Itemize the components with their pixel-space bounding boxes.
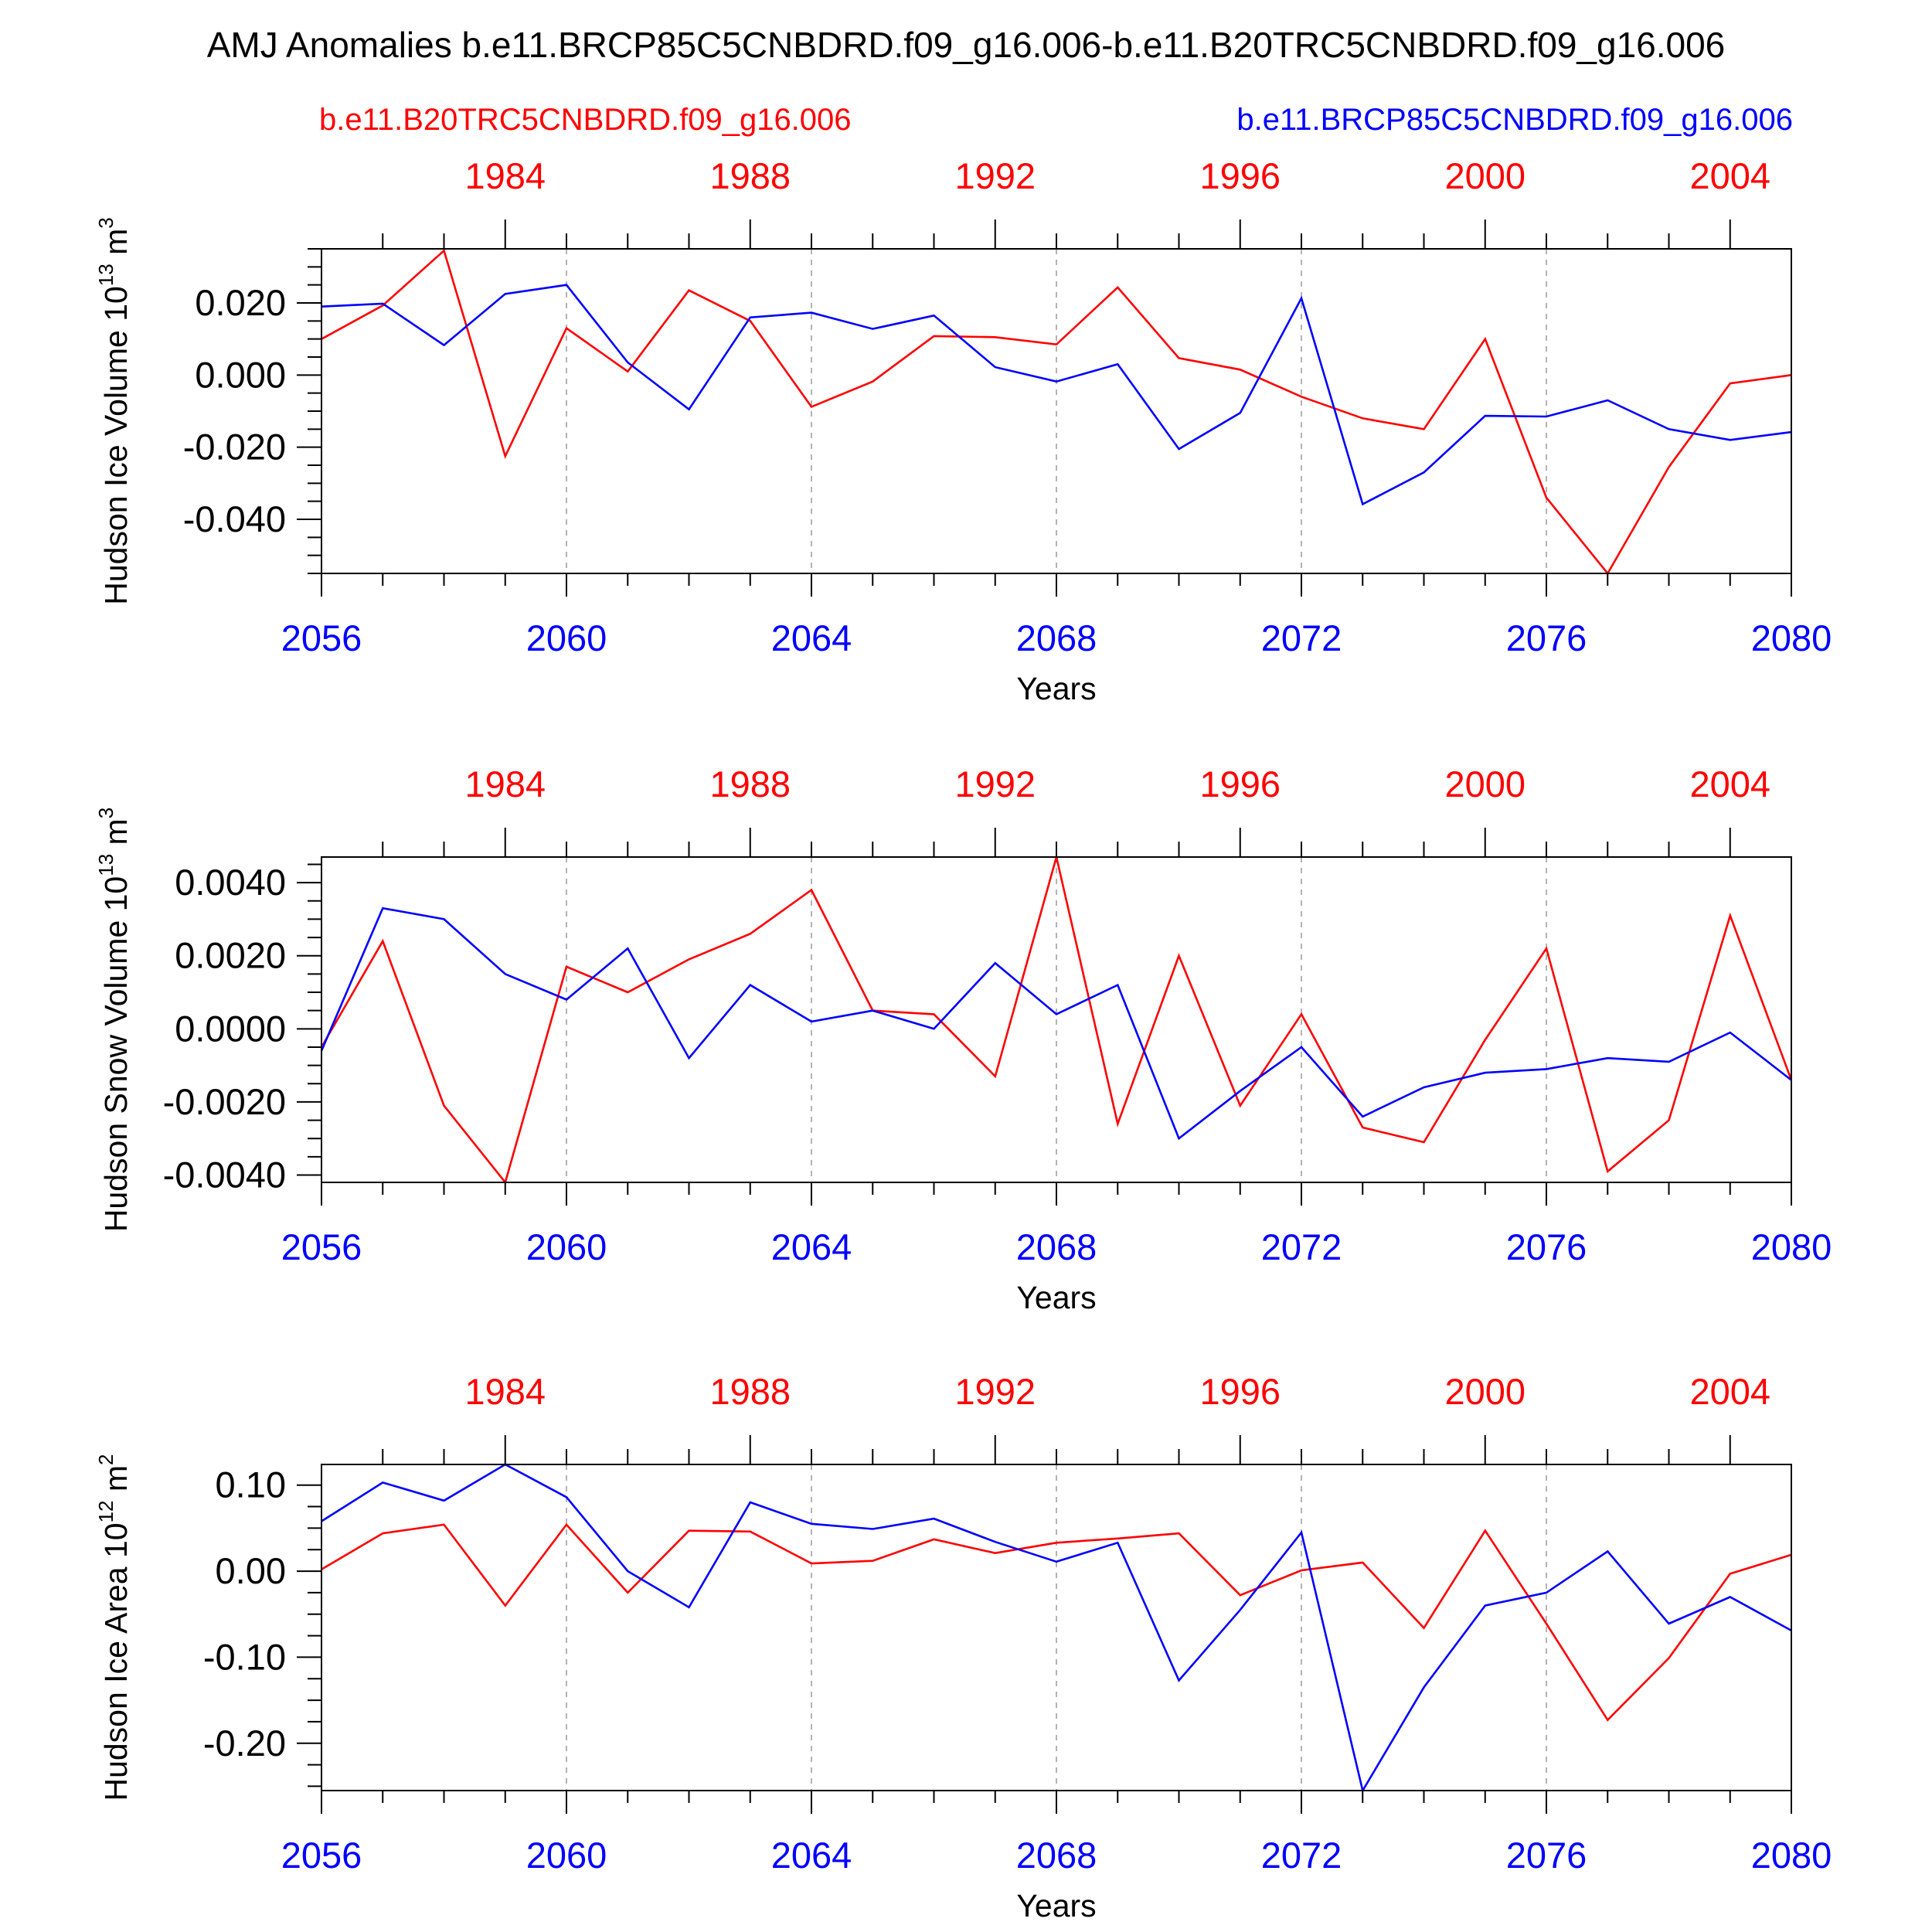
x-tick-label: 2080 — [1751, 1835, 1832, 1876]
x-tick-label: 2064 — [771, 617, 852, 658]
x-axis-label: Years — [1016, 1888, 1096, 1923]
chart-panel-2: 2056 2060 2064 2068 2072 2076 2080 1984 1988 1992… — [94, 764, 1832, 1315]
top-x-tick-label: 1996 — [1199, 155, 1281, 196]
y-tick-label: -0.040 — [183, 498, 286, 539]
y-tick-label: 0.0040 — [175, 862, 286, 903]
legend-scenario-run: b.e11.BRCP85C5CNBDRD.f09_g16.006 — [1236, 103, 1793, 137]
chart-panel-1: 2056 2060 2064 2068 2072 2076 2080 1984 1988 1992… — [94, 155, 1832, 706]
series-line-scenario — [320, 906, 1792, 1141]
y-tick-label: -0.10 — [203, 1636, 286, 1677]
x-tick-label: 2072 — [1261, 1835, 1342, 1876]
x-tick-label: 2068 — [1016, 1835, 1097, 1876]
top-x-tick-label: 1996 — [1199, 764, 1281, 804]
x-tick-label: 2072 — [1261, 617, 1342, 658]
panels: 2056 2060 2064 2068 2072 2076 2080 1984 1988 1992… — [94, 155, 1832, 1923]
y-tick-label: 0.000 — [195, 354, 286, 395]
top-x-tick-label: 2000 — [1444, 155, 1526, 196]
top-x-tick-label: 1988 — [709, 155, 791, 196]
x-tick-label: 2076 — [1506, 617, 1587, 658]
series-line-control — [321, 1522, 1792, 1722]
y-tick-label: -0.0040 — [163, 1155, 286, 1196]
top-x-tick-label: 2004 — [1689, 1371, 1770, 1412]
series-line-scenario — [321, 284, 1792, 506]
y-tick-label: -0.0020 — [163, 1081, 286, 1122]
x-tick-label: 2080 — [1751, 617, 1832, 658]
top-x-tick-label: 1984 — [464, 764, 546, 804]
y-tick-label: 0.0020 — [175, 935, 286, 976]
y-tick-label: 0.0000 — [175, 1008, 286, 1049]
series-line-control — [321, 248, 1792, 576]
y-tick-label: -0.020 — [183, 427, 286, 468]
y-tick-label: 0.00 — [216, 1550, 286, 1591]
x-tick-label: 2056 — [281, 1226, 362, 1267]
top-x-tick-label: 1984 — [464, 1371, 546, 1412]
x-tick-label: 2060 — [526, 617, 607, 658]
y-axis-label: Hudson Snow Volume 1013 m3 — [94, 808, 134, 1232]
series-line-scenario — [321, 1463, 1792, 1794]
x-axis-label: Years — [1016, 1280, 1096, 1315]
x-tick-label: 2076 — [1506, 1835, 1587, 1876]
top-x-tick-label: 1992 — [954, 155, 1036, 196]
top-x-tick-label: 1992 — [954, 764, 1036, 804]
top-x-tick-label: 2004 — [1689, 155, 1770, 196]
top-x-tick-label: 1988 — [709, 1371, 791, 1412]
x-tick-label: 2072 — [1261, 1226, 1342, 1267]
y-tick-label: 0.020 — [195, 282, 286, 323]
top-x-tick-label: 2004 — [1689, 764, 1770, 804]
top-x-tick-label: 2000 — [1444, 764, 1526, 804]
top-x-tick-label: 1996 — [1199, 1371, 1281, 1412]
figure-title: AMJ Anomalies b.e11.BRCP85C5CNBDRD.f09_g… — [207, 25, 1726, 65]
x-axis-label: Years — [1016, 671, 1096, 706]
x-tick-label: 2080 — [1751, 1226, 1832, 1267]
x-tick-label: 2060 — [526, 1226, 607, 1267]
x-tick-label: 2068 — [1016, 617, 1097, 658]
x-tick-label: 2076 — [1506, 1226, 1587, 1267]
x-tick-label: 2056 — [281, 617, 362, 658]
top-x-tick-label: 1992 — [954, 1371, 1036, 1412]
x-tick-label: 2056 — [281, 1835, 362, 1876]
top-x-tick-label: 1984 — [464, 155, 546, 196]
chart-panel-3: 2056 2060 2064 2068 2072 2076 2080 1984 1988 1992… — [94, 1371, 1832, 1923]
y-tick-label: 0.10 — [216, 1464, 286, 1505]
y-tick-label: -0.20 — [203, 1723, 286, 1764]
top-x-tick-label: 1988 — [709, 764, 791, 804]
y-axis-label: Hudson Ice Volume 1013 m3 — [94, 217, 134, 604]
x-tick-label: 2064 — [771, 1835, 852, 1876]
y-axis-label: Hudson Ice Area 1012 m2 — [94, 1454, 134, 1801]
top-x-tick-label: 2000 — [1444, 1371, 1526, 1412]
x-tick-label: 2068 — [1016, 1226, 1097, 1267]
legend-control-run: b.e11.B20TRC5CNBDRD.f09_g16.006 — [319, 103, 852, 137]
x-tick-label: 2064 — [771, 1226, 852, 1267]
x-tick-label: 2060 — [526, 1835, 607, 1876]
